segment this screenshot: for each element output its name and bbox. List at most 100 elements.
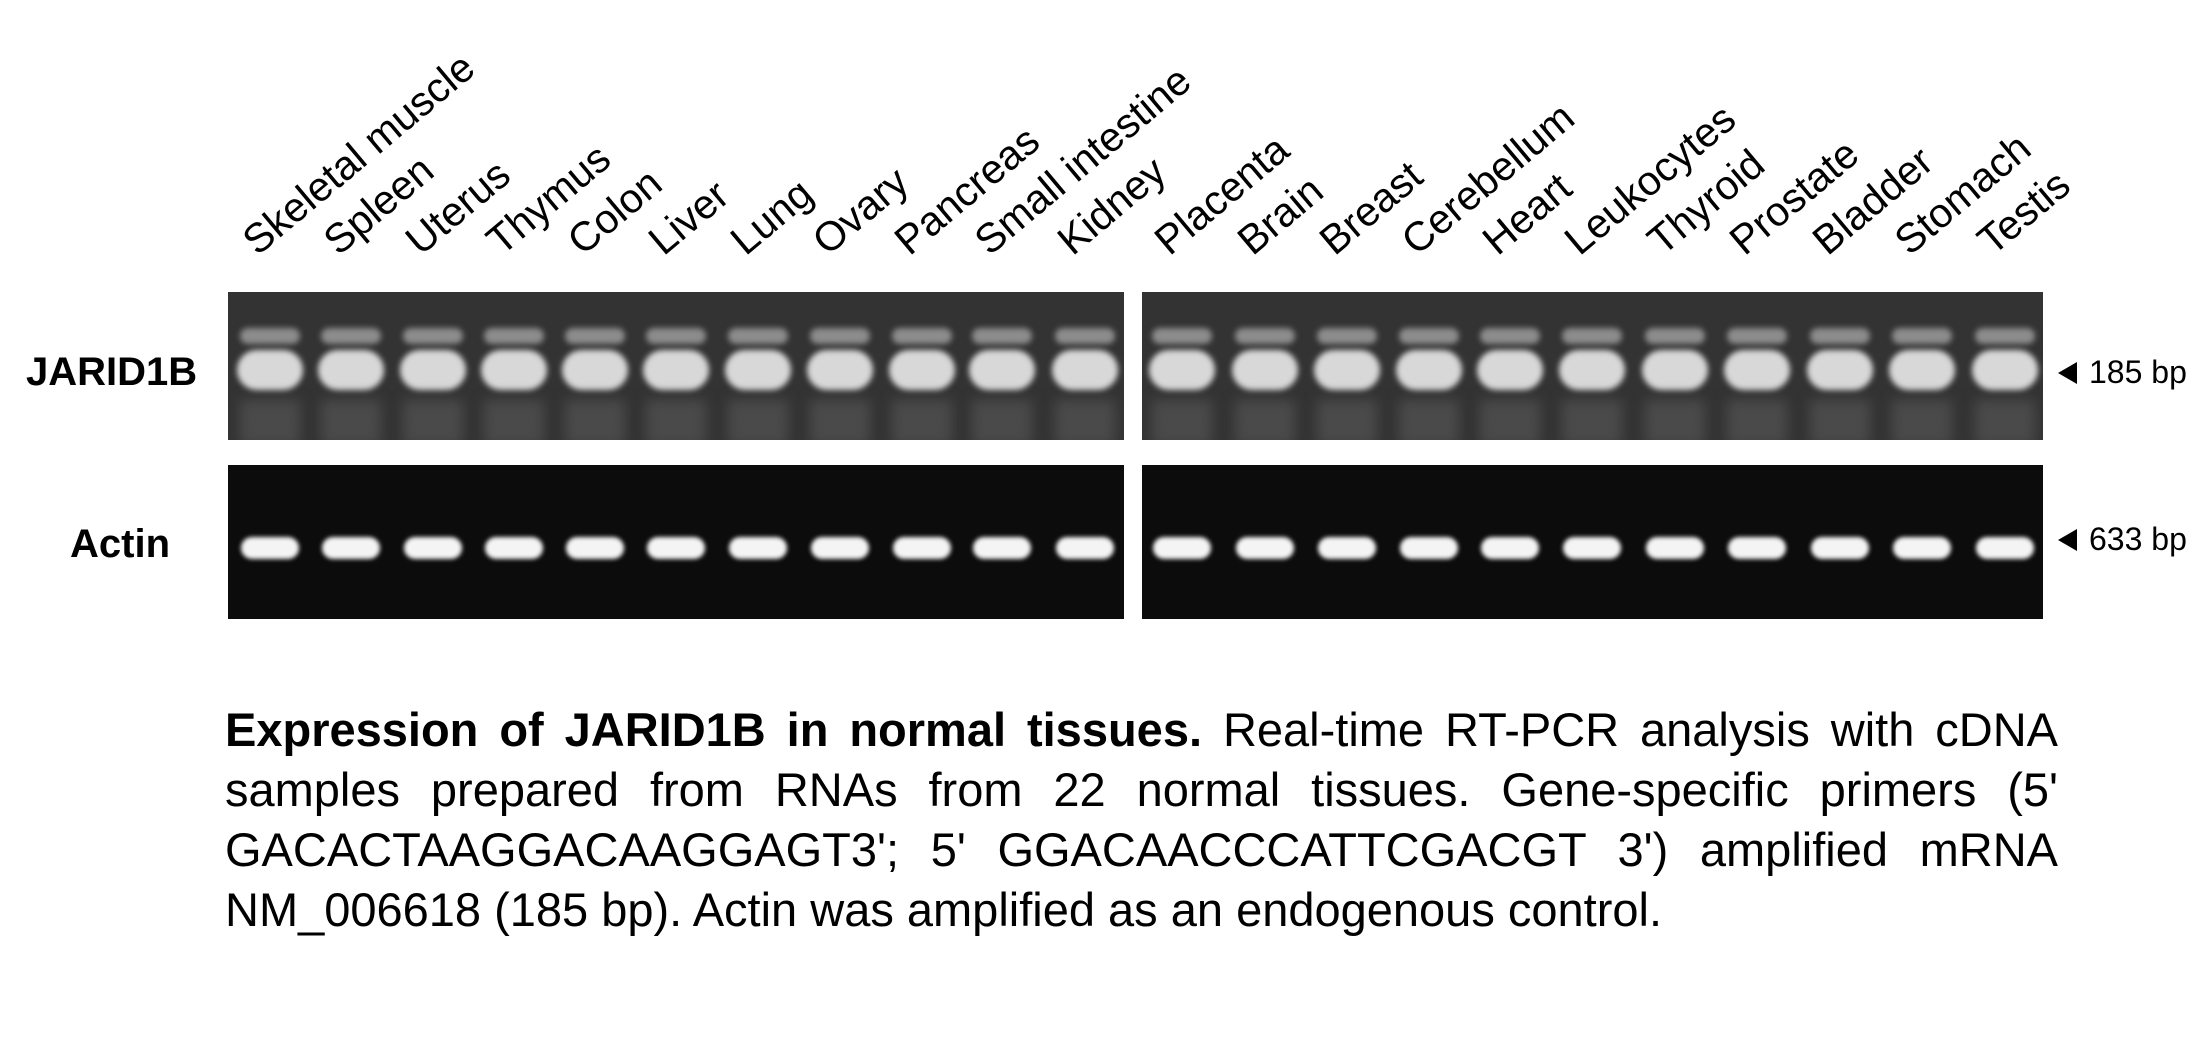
gel-band-upper <box>1727 328 1787 344</box>
gel-band-upper <box>321 328 381 344</box>
gel-band <box>729 537 787 559</box>
gel-band <box>481 350 547 390</box>
gel-band <box>237 350 303 390</box>
gel-band <box>1976 537 2034 559</box>
gel-band <box>1396 350 1462 390</box>
gel-figure: Skeletal muscle Spleen Uterus Thymus Colon Li… <box>26 44 2187 619</box>
gel-band-upper <box>1152 328 1212 344</box>
gel-band-upper <box>484 328 544 344</box>
gel-band <box>893 537 951 559</box>
caption-text: Real-time RT-PCR analysis with cDNA samp… <box>225 703 2058 936</box>
lane-label-lung: Lung <box>721 169 822 264</box>
gel-band <box>889 350 955 390</box>
gel-band <box>318 350 384 390</box>
gel-panel-jarid1b-1 <box>228 292 1124 440</box>
left-arrow-icon <box>2058 528 2077 551</box>
gel-band-upper <box>1562 328 1622 344</box>
gel-band <box>1056 537 1114 559</box>
gel-band <box>1642 350 1708 390</box>
gel-panel-jarid1b-2 <box>1142 292 2043 440</box>
gel-band-upper <box>1399 328 1459 344</box>
gel-band <box>1400 537 1458 559</box>
gel-smear <box>892 400 952 440</box>
row-label-jarid1b: JARID1B <box>26 350 198 394</box>
gel-panel-actin-2 <box>1142 465 2043 619</box>
gel-band-upper <box>240 328 300 344</box>
gel-band <box>725 350 791 390</box>
gel-smear <box>403 400 463 440</box>
gel-band-upper <box>1317 328 1377 344</box>
size-label-jarid1b: 185 bp <box>2089 354 2187 390</box>
gel-band <box>1052 350 1118 390</box>
gel-band <box>1314 350 1380 390</box>
gel-band <box>485 537 543 559</box>
gel-band <box>1807 350 1873 390</box>
gel-band <box>973 537 1031 559</box>
gel-smear <box>1152 400 1212 440</box>
gel-band <box>807 350 873 390</box>
gel-smear <box>1480 400 1540 440</box>
gel-band <box>322 537 380 559</box>
gel-band <box>647 537 705 559</box>
gel-band-upper <box>810 328 870 344</box>
gel-band <box>1232 350 1298 390</box>
gel-band <box>1972 350 2038 390</box>
gel-band-upper <box>1645 328 1705 344</box>
gel-band-upper <box>565 328 625 344</box>
gel-smear <box>1975 400 2035 440</box>
size-label-actin: 633 bp <box>2089 521 2187 557</box>
gel-band-upper <box>892 328 952 344</box>
gel-band-upper <box>1235 328 1295 344</box>
gel-band <box>400 350 466 390</box>
gel-band <box>1811 537 1869 559</box>
gel-smear <box>1645 400 1705 440</box>
gel-smear <box>1810 400 1870 440</box>
gel-band <box>1153 537 1211 559</box>
gel-band-upper <box>1480 328 1540 344</box>
gel-band <box>1893 537 1951 559</box>
gel-smear <box>810 400 870 440</box>
figure-caption: Expression of JARID1B in normal tissues.… <box>225 700 2058 940</box>
caption-title: Expression of JARID1B in normal tissues. <box>225 703 1203 756</box>
gel-band <box>811 537 869 559</box>
gel-smear <box>972 400 1032 440</box>
gel-band-upper <box>1892 328 1952 344</box>
gel-smear <box>728 400 788 440</box>
gel-band <box>1724 350 1790 390</box>
gel-band <box>1477 350 1543 390</box>
gel-smear <box>1562 400 1622 440</box>
gel-smear <box>240 400 300 440</box>
gel-band-upper <box>403 328 463 344</box>
gel-band <box>1559 350 1625 390</box>
gel-smear <box>321 400 381 440</box>
left-arrow-icon <box>2058 361 2077 384</box>
gel-smear <box>1399 400 1459 440</box>
gel-panel-actin-1 <box>228 465 1124 619</box>
gel-smear <box>484 400 544 440</box>
gel-band-upper <box>972 328 1032 344</box>
gel-band-upper <box>646 328 706 344</box>
gel-band-upper <box>1055 328 1115 344</box>
gel-smear <box>1317 400 1377 440</box>
gel-smear <box>1727 400 1787 440</box>
size-marker-actin: 633 bp <box>2058 521 2187 558</box>
gel-smear <box>1235 400 1295 440</box>
row-label-actin: Actin <box>70 522 170 566</box>
gel-band <box>1889 350 1955 390</box>
gel-band-upper <box>1810 328 1870 344</box>
gel-band <box>566 537 624 559</box>
gel-band <box>404 537 462 559</box>
gel-band <box>1481 537 1539 559</box>
gel-smear <box>565 400 625 440</box>
gel-smear <box>1892 400 1952 440</box>
gel-band <box>1646 537 1704 559</box>
gel-band <box>562 350 628 390</box>
gel-band <box>241 537 299 559</box>
size-marker-jarid1b: 185 bp <box>2058 354 2187 391</box>
gel-band <box>1563 537 1621 559</box>
gel-smear <box>1055 400 1115 440</box>
gel-band-upper <box>1975 328 2035 344</box>
gel-band <box>969 350 1035 390</box>
lane-label-ovary: Ovary <box>803 157 918 264</box>
gel-band <box>643 350 709 390</box>
